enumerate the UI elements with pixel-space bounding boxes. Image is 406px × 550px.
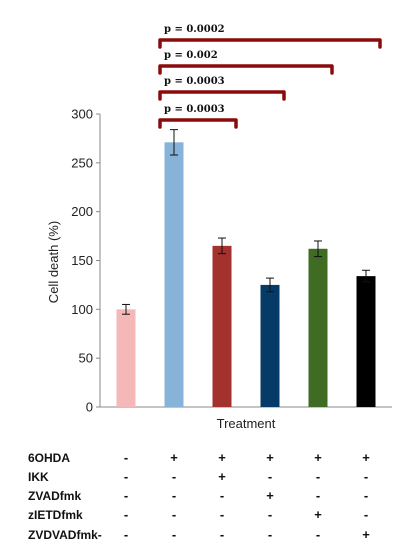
y-tick-label: 150 — [71, 253, 93, 268]
y-axis-title: Cell death (%) — [46, 221, 61, 303]
treatment-mark: - — [316, 527, 320, 542]
significance-bracket — [158, 118, 238, 129]
significance-brackets: p = 0.0003 p = 0.0003 p = 0.002 p = 0.0002 — [158, 24, 382, 129]
treatment-mark: - — [124, 527, 128, 542]
treatment-mark: - — [220, 507, 224, 522]
treatment-row-label: ZVDVADfmk- — [28, 528, 102, 542]
treatment-table: 6OHDA - + + + + + IKK - - + - - - ZVADfmk - - - + - - zIETDfm… — [28, 450, 370, 542]
treatment-row-label: zIETDfmk — [28, 508, 83, 522]
y-tick-label: 0 — [86, 400, 93, 415]
significance-bracket — [158, 38, 382, 49]
y-tick-label: 200 — [71, 204, 93, 219]
p-value-label: p = 0.0003 — [164, 76, 225, 87]
axes: 0 50 100 150 200 250 300 — [71, 107, 392, 415]
treatment-mark: - — [124, 488, 128, 503]
treatment-mark: - — [172, 527, 176, 542]
treatment-mark: + — [362, 450, 370, 465]
bar — [356, 276, 376, 407]
p-value-label: p = 0.0002 — [164, 24, 225, 35]
bar — [212, 245, 232, 407]
treatment-mark: - — [316, 488, 320, 503]
treatment-mark: - — [124, 507, 128, 522]
bar — [260, 284, 280, 407]
treatment-row-label: 6OHDA — [28, 451, 70, 465]
y-tick-label: 50 — [79, 351, 93, 366]
y-tick-label: 250 — [71, 155, 93, 170]
y-tick-label: 100 — [71, 302, 93, 317]
treatment-mark: + — [170, 450, 178, 465]
x-axis-title: Treatment — [217, 416, 276, 431]
significance-bracket — [158, 64, 334, 75]
treatment-mark: + — [266, 450, 274, 465]
treatment-mark: - — [316, 469, 320, 484]
treatment-mark: - — [124, 469, 128, 484]
significance-bracket — [158, 90, 286, 101]
treatment-mark: + — [218, 469, 226, 484]
treatment-mark: - — [172, 507, 176, 522]
treatment-mark: - — [268, 507, 272, 522]
treatment-mark: + — [362, 527, 370, 542]
treatment-mark: + — [218, 450, 226, 465]
treatment-row-label: IKK — [28, 470, 49, 484]
treatment-mark: - — [124, 450, 128, 465]
bar — [164, 142, 184, 407]
bar — [116, 309, 136, 407]
bars — [116, 129, 376, 407]
p-value-label: p = 0.002 — [164, 50, 218, 61]
treatment-mark: + — [314, 507, 322, 522]
treatment-mark: - — [172, 469, 176, 484]
p-value-label: p = 0.0003 — [164, 104, 225, 115]
treatment-mark: + — [314, 450, 322, 465]
y-tick-label: 300 — [71, 107, 93, 122]
treatment-mark: - — [220, 488, 224, 503]
treatment-mark: - — [268, 527, 272, 542]
treatment-mark: - — [364, 488, 368, 503]
treatment-row-label: ZVADfmk — [28, 489, 81, 503]
treatment-mark: - — [172, 488, 176, 503]
treatment-mark: - — [364, 507, 368, 522]
treatment-mark: - — [364, 469, 368, 484]
treatment-mark: - — [220, 527, 224, 542]
treatment-mark: - — [268, 469, 272, 484]
bar — [308, 248, 328, 407]
treatment-mark: + — [266, 488, 274, 503]
